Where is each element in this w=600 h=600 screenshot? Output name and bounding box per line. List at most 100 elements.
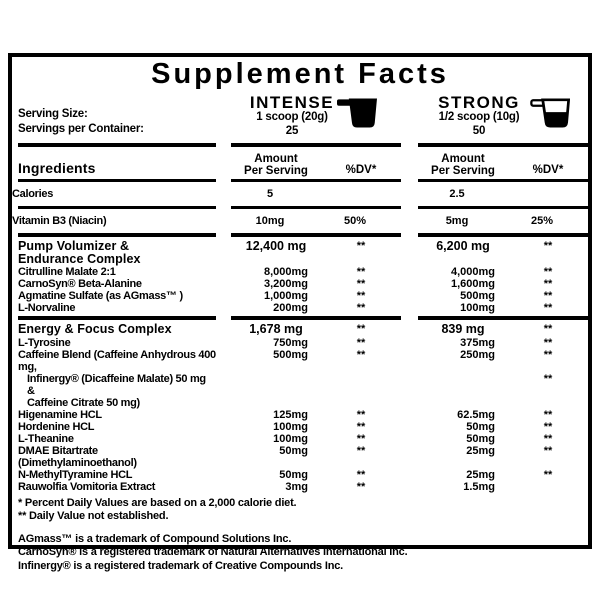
- ingredient-name: Caffeine Blend (Caffeine Anhydrous 400 m…: [18, 349, 216, 409]
- separator-segment: [418, 179, 588, 182]
- separator-segment: [231, 316, 401, 320]
- intense-amount: 50mg: [279, 468, 308, 481]
- ingredient-name: Calories: [12, 188, 210, 200]
- strong-dv-line: **: [543, 372, 553, 385]
- ingredient-name-line: Citrulline Malate 2:1: [18, 266, 116, 278]
- ingredient-name-line: Calories: [12, 188, 54, 200]
- strong-dv: **: [543, 336, 553, 349]
- strong-amount: 25mg: [466, 468, 495, 481]
- supplement-facts-panel: Supplement Facts Serving Size: Servings …: [8, 53, 592, 572]
- intense-amount: 200mg: [273, 302, 308, 314]
- table-row: Caffeine Blend (Caffeine Anhydrous 400 m…: [12, 349, 588, 409]
- intense-amount: 100mg: [273, 420, 308, 433]
- intense-amount: 750mg: [273, 336, 308, 349]
- separator-gap: [401, 179, 418, 182]
- table-row: L-Theanine 100mg ** 50mg **: [12, 433, 588, 445]
- strong-dv: ** **: [508, 349, 588, 385]
- separator-segment: [418, 143, 588, 147]
- ingredient-name: Citrulline Malate 2:1: [18, 266, 216, 278]
- separator-segment: [18, 316, 216, 320]
- ingredient-name-line: Pump Volumizer &: [18, 239, 130, 253]
- strong-amount: 62.5mg: [457, 408, 495, 421]
- serving-labels: Serving Size: Servings per Container:: [18, 94, 216, 138]
- ingredient-name: CarnoSyn® Beta-Alanine: [18, 278, 216, 290]
- separator-gap: [216, 316, 231, 320]
- intense-dv: **: [356, 336, 366, 349]
- ingredients-heading: Ingredients: [18, 160, 96, 176]
- strong-amount: 100mg: [460, 302, 495, 314]
- intense-amount: 1,000mg: [263, 290, 308, 302]
- strong-dv: **: [543, 266, 553, 278]
- separator-segment: [418, 206, 588, 209]
- row-separator: [12, 179, 588, 182]
- separator-segment: [18, 179, 216, 182]
- intense-amount-heading: Amount Per Serving: [231, 153, 321, 177]
- ingredient-name-line: Caffeine Citrate 50 mg): [27, 396, 140, 409]
- intense-amount: 12,400 mg: [245, 239, 307, 253]
- strong-dv: **: [543, 240, 553, 252]
- strong-amount: 250mg: [460, 348, 495, 361]
- intense-servings-count: 25: [285, 124, 299, 137]
- table-row: Hordenine HCL 100mg ** 50mg **: [12, 421, 588, 433]
- strong-dv-line: **: [543, 348, 553, 361]
- table-row: L-Tyrosine 750mg ** 375mg **: [12, 337, 588, 349]
- trademark-carnosyn: CarnoSyn® is a registered trademark of N…: [18, 546, 408, 558]
- separator-gap: [216, 143, 231, 147]
- table-row: L-Norvaline 200mg ** 100mg **: [12, 302, 588, 314]
- separator-gap: [216, 206, 231, 209]
- separator-segment: [418, 233, 588, 237]
- strong-dv: **: [543, 444, 553, 457]
- intense-header-stack: INTENSE 1 scoop (20g) 25: [231, 94, 353, 138]
- intense-amount: 3mg: [285, 480, 308, 493]
- table-row: Rauwolfia Vomitoria Extract 3mg ** 1.5mg: [12, 481, 588, 493]
- intense-dv: **: [356, 444, 366, 457]
- ingredient-name-line: Infinergy® (Dicaffeine Malate) 50 mg &: [27, 372, 206, 397]
- strong-title: STRONG: [438, 93, 520, 112]
- footnote-not-established: ** Daily Value not established.: [18, 510, 169, 522]
- column-gap: [216, 94, 231, 138]
- intense-serving-size: 1 scoop (20g): [256, 111, 328, 123]
- row-separator: [12, 143, 588, 147]
- ingredient-name: DMAE Bitartrate (Dimethylaminoethanol): [18, 445, 216, 469]
- ingredient-name: L-Norvaline: [18, 302, 216, 314]
- strong-amount: 50mg: [466, 420, 495, 433]
- ingredient-name-line: Caffeine Blend (Caffeine Anhydrous 400 m…: [18, 348, 216, 373]
- ingredient-name: N-MethylTyramine HCL: [18, 469, 216, 481]
- strong-column-header: STRONG 1/2 scoop (10g) 50: [418, 94, 588, 138]
- trademark-agmass: AGmass™ is a trademark of Compound Solut…: [18, 532, 292, 545]
- strong-dv: 25%: [530, 215, 554, 227]
- table-row: Pump Volumizer & Endurance Complex 12,400 …: [12, 240, 588, 265]
- table-row: Calories 5 2.5: [12, 184, 588, 204]
- strong-amount: 500mg: [460, 290, 495, 302]
- intense-amount-heading-line1: Amount: [254, 153, 298, 165]
- row-separator: [12, 233, 588, 237]
- footnotes: * Percent Daily Values are based on a 2,…: [12, 493, 588, 529]
- strong-dv: **: [543, 468, 553, 481]
- intense-dv: **: [356, 290, 366, 302]
- intense-amount: 50mg: [279, 444, 308, 457]
- strong-amount: 839 mg: [441, 322, 485, 336]
- strong-amount: 4,000mg: [450, 266, 495, 278]
- strong-amount: 6,200 mg: [436, 239, 490, 253]
- separator-gap: [401, 206, 418, 209]
- separator-segment: [231, 179, 401, 182]
- strong-serving-size: 1/2 scoop (10g): [438, 111, 520, 123]
- strong-header-stack: STRONG 1/2 scoop (10g) 50: [418, 94, 540, 138]
- strong-dv: **: [543, 408, 553, 421]
- ingredient-name: L-Tyrosine: [18, 337, 216, 349]
- intense-dv: **: [356, 240, 366, 252]
- strong-amount: 25mg: [466, 444, 495, 457]
- separator-segment: [18, 206, 216, 209]
- intense-dv: **: [356, 468, 366, 481]
- intense-amount: 8,000mg: [263, 266, 308, 278]
- ingredient-name: Hordenine HCL: [18, 421, 216, 433]
- row-separator: [12, 206, 588, 209]
- separator-gap: [401, 143, 418, 147]
- intense-amount: 500mg: [273, 348, 308, 361]
- serving-size-label: Serving Size:: [18, 108, 88, 120]
- separator-gap: [401, 316, 418, 320]
- strong-dv-heading: %DV*: [532, 164, 564, 176]
- intense-amount: 3,200mg: [263, 278, 308, 290]
- strong-dv: **: [543, 290, 553, 302]
